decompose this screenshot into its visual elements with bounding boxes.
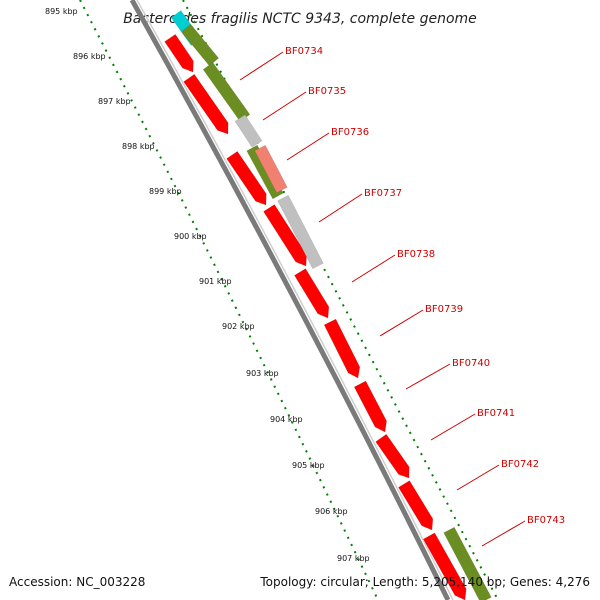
- genome-stats-text: Topology: circular; Length: 5,205,140 bp…: [259, 575, 590, 589]
- kbp-tick-label: 902 kbp: [222, 322, 255, 331]
- kbp-tick-label: 899 kbp: [149, 187, 182, 196]
- kbp-label-group: 895 kbp 896 kbp 897 kbp 898 kbp 899 kbp 900 k…: [45, 7, 370, 563]
- kbp-tick-label: 900 kbp: [174, 232, 207, 241]
- gene-leader-line: [481, 520, 526, 547]
- cds-box-olive: [181, 23, 219, 67]
- gene-label: BF0736: [331, 127, 369, 138]
- kbp-tick-label: 895 kbp: [45, 7, 78, 16]
- gene-leader-line: [239, 51, 284, 81]
- cds-box-gray: [234, 114, 263, 148]
- reverse-strand-genes: [164, 34, 467, 600]
- cds-arrow-red: [226, 150, 267, 206]
- gene-leader-line: [379, 309, 424, 337]
- genome-backbone: [129, 0, 451, 600]
- kbp-tick-label: 898 kbp: [122, 142, 155, 151]
- gene-leader-line: [318, 193, 363, 223]
- gene-leader-line: [405, 363, 451, 390]
- gene-label: BF0740: [452, 358, 490, 369]
- cds-arrow-red: [422, 532, 467, 600]
- gene-label: BF0739: [425, 304, 463, 315]
- gene-label: BF0743: [527, 515, 565, 526]
- kbp-tick-label: 904 kbp: [270, 415, 303, 424]
- gene-label: BF0738: [397, 249, 435, 260]
- gene-label: BF0734: [285, 46, 323, 57]
- gene-label: BF0741: [477, 408, 515, 419]
- gene-leader-line: [351, 254, 396, 283]
- cds-arrow-red: [353, 380, 387, 433]
- cds-box-gray: [277, 194, 324, 270]
- gene-leader-line: [286, 132, 330, 161]
- kbp-tick-label: 896 kbp: [73, 52, 106, 61]
- cds-arrow-red: [323, 318, 361, 379]
- kbp-tick-label: 897 kbp: [98, 97, 131, 106]
- kbp-tick-label: 906 kbp: [315, 507, 348, 516]
- cds-arrow-red: [164, 34, 194, 73]
- gene-label-group: BF0734 BF0735 BF0736 BF0737 BF0738 BF0739 BF07…: [239, 46, 565, 547]
- cds-box-olive: [443, 526, 492, 600]
- gene-leader-line: [430, 413, 476, 441]
- cds-box-olive: [202, 62, 251, 122]
- kbp-tick-label: 905 kbp: [292, 461, 325, 470]
- cds-arrow-red: [263, 204, 307, 267]
- cds-arrow-red: [183, 73, 229, 135]
- forward-strand-genes: [170, 10, 492, 600]
- genome-backbone-highlight: [136, 0, 454, 600]
- gene-label: BF0737: [364, 188, 402, 199]
- kbp-tick-label: 907 kbp: [337, 554, 370, 563]
- outer-tick-line: [182, 0, 499, 600]
- map-title: Bacteroides fragilis NCTC 9343, complete…: [123, 11, 477, 27]
- gene-label: BF0742: [501, 459, 539, 470]
- gene-leader-line: [262, 91, 307, 121]
- cds-arrow-red: [375, 433, 410, 479]
- kbp-tick-label: 901 kbp: [199, 277, 232, 286]
- cds-box-salmon: [254, 144, 288, 194]
- gene-leader-line: [456, 464, 500, 491]
- kbp-tick-label: 903 kbp: [246, 369, 279, 378]
- cds-arrow-red: [398, 480, 434, 531]
- cds-arrow-red: [294, 268, 330, 319]
- gene-label: BF0735: [308, 86, 346, 97]
- accession-text: Accession: NC_003228: [9, 575, 145, 589]
